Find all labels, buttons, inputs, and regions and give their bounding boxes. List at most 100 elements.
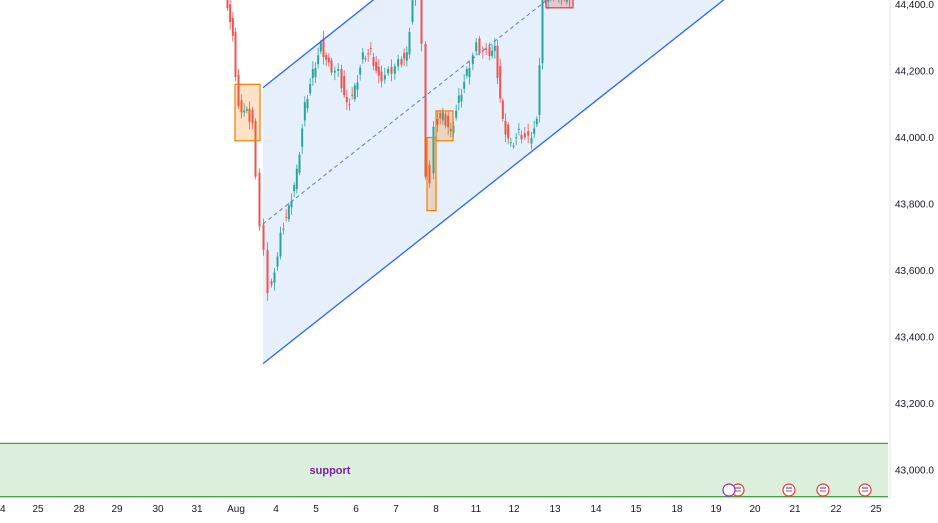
candle-body: [251, 109, 254, 123]
candle-body: [535, 118, 538, 125]
candle-body: [397, 59, 400, 67]
candle-body: [471, 55, 474, 65]
candle-body: [322, 38, 325, 58]
time-axis: [0, 498, 938, 523]
highlight-box-5: [545, 0, 574, 9]
candle-body: [517, 128, 520, 130]
candle-body: [499, 66, 502, 99]
candle-body: [541, 0, 544, 64]
candle-body: [444, 114, 447, 126]
y-tick-label: 44,200.0: [895, 67, 934, 78]
candle-body: [372, 57, 375, 66]
candle-body: [276, 256, 279, 267]
candle-body: [290, 201, 293, 208]
candle-body: [538, 65, 541, 115]
candle-body: [240, 100, 243, 113]
candle-body: [375, 61, 378, 71]
support-zone: [0, 443, 888, 497]
candle-body: [424, 43, 427, 177]
candle-body: [287, 205, 290, 220]
candle-body: [231, 18, 234, 36]
candle-body: [273, 272, 276, 283]
candle-body: [523, 133, 526, 138]
candle-body: [400, 59, 403, 65]
candle-body: [527, 131, 530, 136]
event-flag-icon: [782, 483, 796, 497]
candle-body: [306, 99, 309, 109]
candle-body: [237, 74, 240, 107]
candle-body: [270, 281, 273, 285]
candle-body: [245, 108, 248, 111]
candle-body: [565, 0, 568, 2]
candle-body: [317, 55, 320, 65]
y-tick-label: 43,800.0: [895, 200, 934, 211]
highlight-box-3: [426, 136, 437, 212]
candle-body: [507, 124, 510, 139]
candle-body: [327, 57, 330, 63]
candle-body: [364, 58, 367, 60]
candle-body: [369, 48, 372, 50]
candle-body: [348, 104, 351, 106]
candle-body: [333, 70, 336, 73]
candle-body: [457, 95, 460, 103]
lightning-icon: [722, 483, 736, 497]
candle-body: [393, 66, 396, 74]
candle-body: [432, 126, 435, 174]
x-tick-label: 6: [353, 504, 359, 515]
candle-body: [361, 52, 364, 60]
candle-body: [441, 112, 444, 121]
x-tick-label: 25: [870, 504, 882, 515]
candle-body: [501, 100, 504, 119]
candle-body: [468, 68, 471, 77]
candle-body: [359, 67, 362, 75]
candle-body: [303, 102, 306, 121]
event-flag-icon: [816, 483, 830, 497]
candle-body: [447, 115, 450, 128]
x-tick-label: 25: [32, 504, 44, 515]
candle-body: [515, 137, 518, 139]
candle-body: [319, 42, 322, 52]
candle-body: [356, 82, 359, 90]
candle-body: [285, 216, 288, 218]
candle-body: [295, 168, 298, 189]
x-tick-label: 29: [111, 504, 123, 515]
candle-body: [293, 184, 296, 192]
y-tick-label: 44,000.0: [895, 133, 934, 144]
x-tick-label: 30: [152, 504, 164, 515]
candle-body: [345, 97, 348, 103]
x-tick-label: 7: [393, 504, 399, 515]
candle-body: [512, 145, 515, 147]
highlight-box-4: [435, 110, 454, 142]
candle-body: [377, 66, 380, 76]
candle-body: [439, 112, 442, 119]
x-tick-label: 31: [191, 504, 203, 515]
candle-body: [248, 108, 251, 122]
channel-fill: [263, 0, 724, 364]
candle-body: [258, 172, 261, 227]
x-tick-label: 4: [273, 504, 279, 515]
candle-body: [325, 55, 328, 60]
x-tick-label: 20: [749, 504, 761, 515]
candle-body: [380, 71, 383, 82]
x-tick-label: 14: [590, 504, 602, 515]
candle-body: [353, 85, 356, 100]
x-tick-label: 18: [671, 504, 683, 515]
x-tick-label: 12: [508, 504, 520, 515]
candle-body: [301, 128, 304, 147]
y-tick-label: 43,400.0: [895, 333, 934, 344]
support-label: support: [310, 465, 351, 477]
highlight-box-2: [234, 83, 261, 142]
candle-body: [351, 94, 354, 96]
candle-body: [405, 52, 408, 61]
x-tick-label: 21: [789, 504, 801, 515]
candle-body: [234, 31, 237, 77]
candle-body: [229, 4, 232, 23]
x-tick-label: 13: [549, 504, 561, 515]
candle-body: [330, 60, 333, 73]
candle-body: [520, 134, 523, 140]
candle-body: [279, 232, 282, 257]
candle-body: [493, 45, 496, 51]
candle-body: [282, 228, 285, 230]
